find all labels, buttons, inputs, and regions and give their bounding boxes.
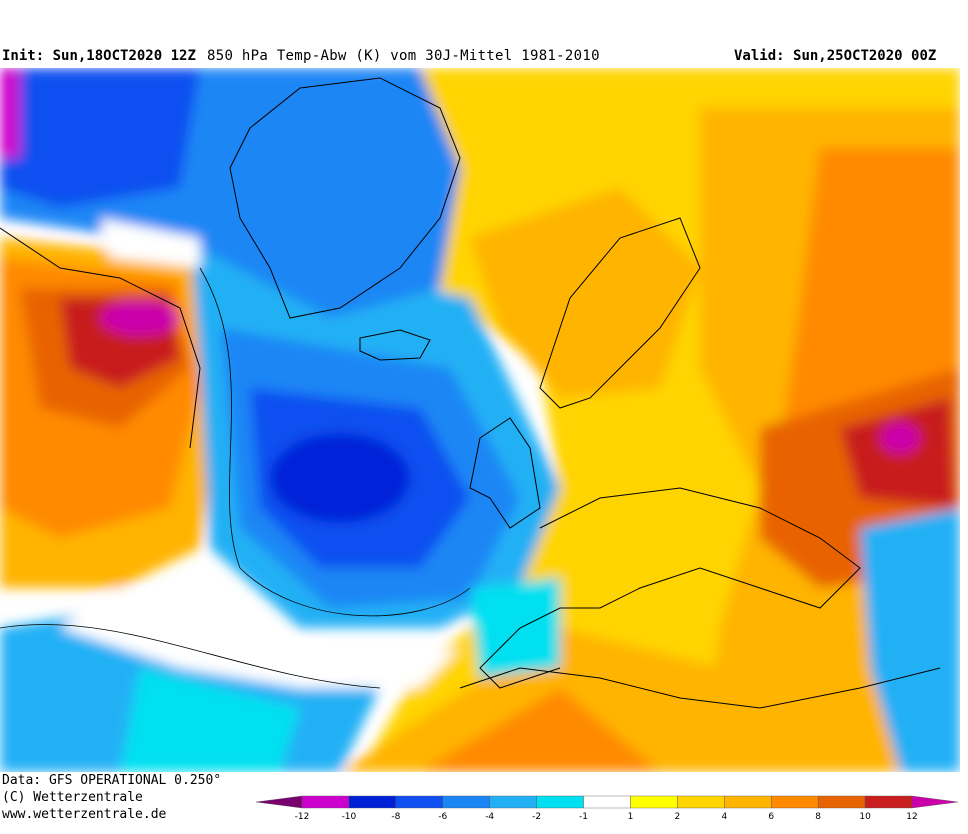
legend-tick-label: 1	[628, 812, 634, 822]
legend-tick-label: -10	[342, 812, 357, 822]
cold-core-arctic	[0, 68, 200, 208]
legend-box	[395, 795, 443, 809]
legend-box	[911, 795, 959, 809]
legend-tick-label: 8	[815, 812, 821, 822]
legend-box	[864, 795, 913, 809]
data-source: Data: GFS OPERATIONAL 0.250°	[2, 773, 222, 788]
legend-ticks: -12 -10 -8 -6 -4 -2 -1 1 2 4 6 8 10 12	[295, 812, 918, 822]
contour-lines	[0, 267, 471, 689]
scandinavia-coast	[539, 217, 701, 409]
anomaly-field	[0, 68, 960, 772]
legend-box	[348, 795, 397, 809]
coastlines	[0, 77, 941, 709]
iceland-coast	[359, 329, 431, 361]
british-isles-coast	[469, 417, 541, 529]
legend-box	[489, 795, 537, 809]
europe-coast	[479, 487, 861, 689]
legend-tick-label: -12	[295, 812, 310, 822]
legend-tick-label: -8	[391, 812, 400, 822]
color-legend: -12 -10 -8 -6 -4 -2 -1 1 2 4 6 8 10 12	[256, 795, 959, 822]
valid-value: Sun,25OCT2020 00Z	[793, 48, 937, 64]
legend-box	[583, 795, 631, 809]
website-url: www.wetterzentrale.de	[2, 807, 167, 822]
legend-tick-label: 2	[675, 812, 681, 822]
legend-box	[817, 795, 866, 809]
deep-cold-core	[270, 433, 410, 523]
warm-region-sahara	[420, 688, 660, 772]
legend-tick-label: 6	[768, 812, 774, 822]
init-label: Init:	[2, 48, 45, 64]
init-time: Init: Sun,18OCT2020 12Z	[2, 48, 196, 68]
legend-tick-label: -1	[579, 812, 588, 822]
labrador-coast	[0, 227, 201, 449]
legend-tick-label: 10	[859, 812, 871, 822]
legend-tick-label: 4	[721, 812, 727, 822]
valid-time: Valid: Sun,25OCT2020 00Z	[734, 48, 936, 68]
legend-tick-label: 12	[906, 812, 917, 822]
contour-southwest	[0, 624, 381, 689]
peak-core-west	[100, 300, 180, 336]
legend-box	[256, 795, 303, 809]
legend-box	[442, 795, 490, 809]
legend-box	[536, 795, 584, 809]
valid-label: Valid:	[734, 48, 785, 64]
legend-box	[301, 795, 350, 809]
init-value: Sun,18OCT2020 12Z	[52, 48, 196, 64]
neutral-band-south	[60, 588, 460, 688]
legend-box	[771, 795, 819, 809]
contour-west	[199, 267, 471, 617]
greenland-coast	[229, 77, 461, 319]
cold-region-southwest-light	[120, 668, 300, 772]
legend-tick-label: -4	[485, 812, 494, 822]
map-title: 850 hPa Temp-Abw (K) vom 30J-Mittel 1981…	[207, 48, 600, 64]
legend-boxes	[256, 795, 959, 809]
peak-cold-arctic	[0, 68, 20, 158]
anomaly-map	[0, 68, 960, 772]
north-africa-coast	[459, 667, 941, 709]
legend-tick-label: -6	[438, 812, 447, 822]
cold-region-iberia	[470, 578, 560, 678]
peak-core-balkans	[880, 422, 920, 454]
legend-tick-label: -2	[532, 812, 541, 822]
legend-box	[630, 795, 678, 809]
copyright: (C) Wetterzentrale	[2, 790, 143, 805]
legend-box	[677, 795, 725, 809]
legend-box	[724, 795, 772, 809]
neutral-band-labrador	[100, 218, 200, 268]
cold-region-east-med	[860, 508, 960, 772]
